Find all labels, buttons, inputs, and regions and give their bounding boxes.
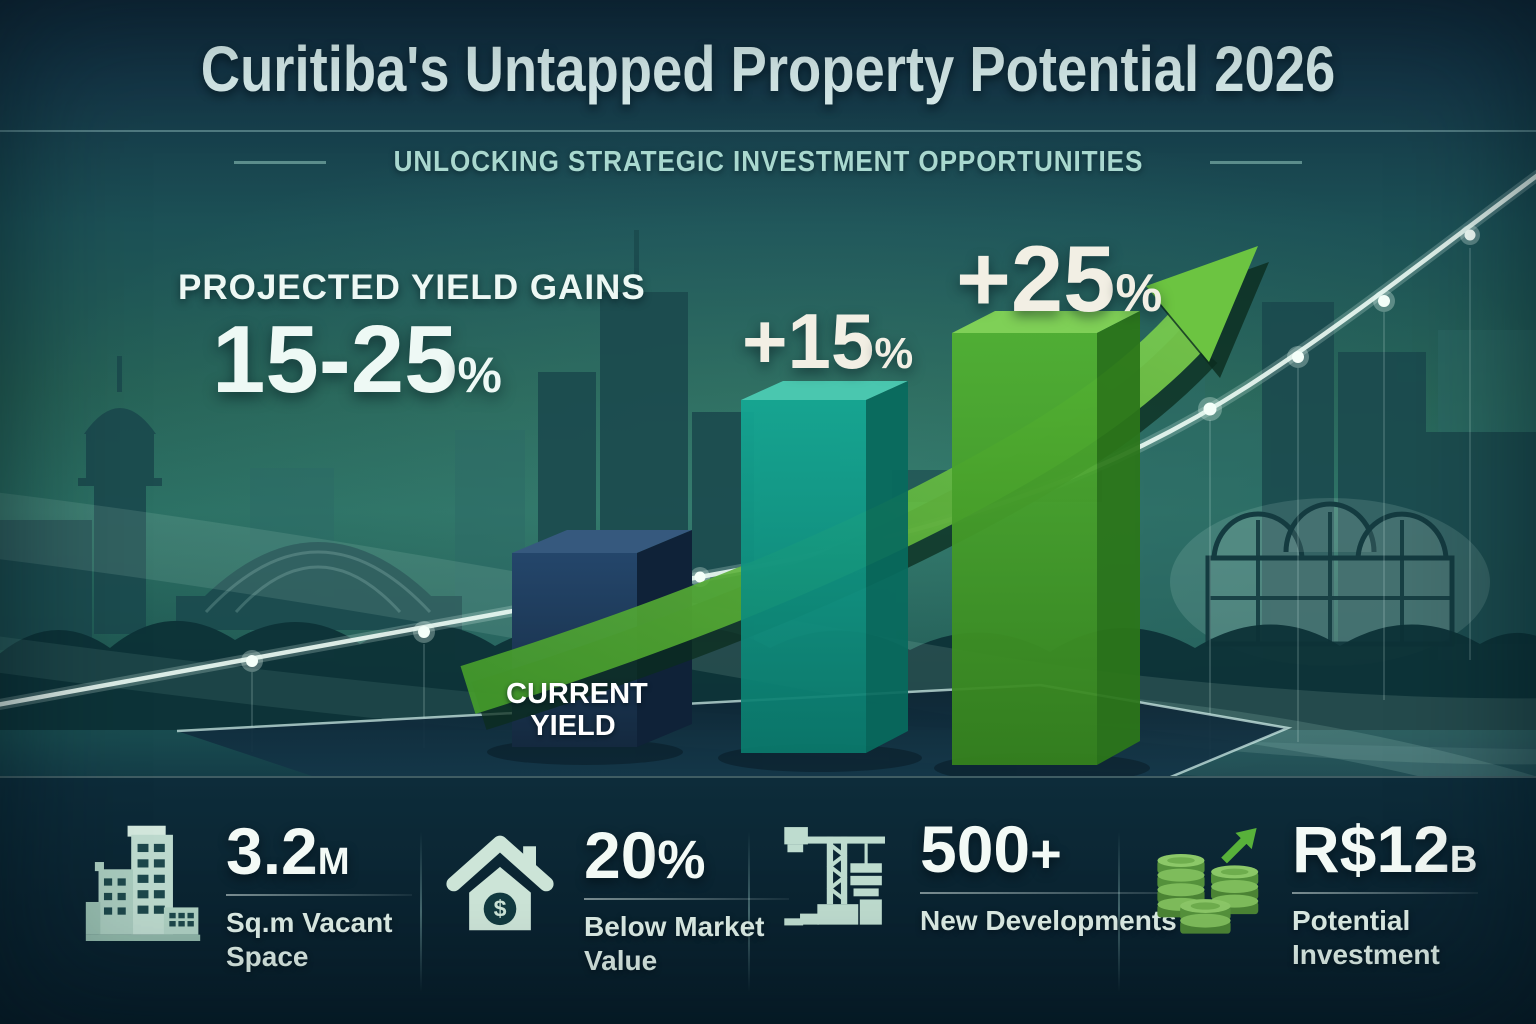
subtitle-dash-right — [1210, 161, 1303, 164]
trend-markers — [241, 225, 1480, 672]
construction-crane-icon — [778, 816, 896, 947]
house-dollar-icon: $ — [440, 822, 560, 951]
growth-arrow-head — [1146, 246, 1269, 378]
stat-suffix: M — [317, 840, 350, 883]
yield-callout: PROJECTED YIELD GAINS 15-25% — [178, 268, 646, 411]
yield-callout-number: 15-25 — [212, 306, 458, 413]
stat-value: 20% — [584, 822, 789, 888]
yield-callout-label: PROJECTED YIELD GAINS — [178, 268, 646, 307]
stat-underline — [584, 898, 789, 900]
stat-number: R$12 — [1292, 812, 1450, 886]
plus25-suffix: % — [1115, 264, 1163, 323]
stat-label: Sq.m Vacant Space — [226, 907, 393, 972]
bar-label-current-yield: CURRENT YIELD — [506, 678, 648, 743]
stat-suffix: + — [1030, 824, 1062, 884]
stat-value: R$12B — [1292, 816, 1478, 882]
stat-label: New Developments — [920, 905, 1177, 936]
stat-value: 500+ — [920, 816, 1202, 882]
stat-divider — [420, 832, 422, 992]
bar-plus-15 — [741, 381, 908, 753]
bar-label-plus-15: +15% — [742, 302, 913, 380]
bar-plus-25 — [952, 311, 1140, 765]
stat-vacant-space: 3.2M Sq.m Vacant Space — [84, 818, 412, 973]
stat-number: 20 — [584, 818, 658, 892]
stat-new-developments: 500+ New Developments — [778, 816, 1202, 947]
stat-text: R$12B Potential Investment — [1292, 816, 1478, 971]
stat-below-market-value: $ 20% Below Market Value — [440, 822, 789, 977]
stat-number: 3.2 — [226, 814, 318, 888]
stat-suffix: % — [657, 830, 706, 890]
stat-value: 3.2M — [226, 818, 412, 884]
coin-stack-icon — [1146, 816, 1268, 949]
stat-underline — [920, 892, 1202, 894]
botanical-greenhouse — [1170, 498, 1490, 666]
svg-text:$: $ — [494, 896, 507, 922]
stat-divider — [1118, 832, 1120, 992]
stat-text: 500+ New Developments — [920, 816, 1202, 938]
stat-suffix: B — [1449, 838, 1478, 881]
bar-label-plus-25: +25% — [956, 232, 1162, 326]
pavilion-glass-lines — [204, 550, 432, 614]
stat-divider — [748, 832, 750, 992]
yield-callout-suffix: % — [457, 347, 502, 403]
stats-band: 3.2M Sq.m Vacant Space $ 20% Below Marke… — [0, 776, 1536, 1024]
title-divider-line — [0, 130, 1536, 132]
subtitle-dash-left — [233, 161, 326, 164]
plus15-number: +15 — [742, 297, 875, 385]
buildings-icon — [84, 818, 202, 951]
subtitle: UNLOCKING STRATEGIC INVESTMENT OPPORTUNI… — [393, 146, 1143, 178]
stat-text: 3.2M Sq.m Vacant Space — [226, 818, 412, 973]
stat-underline — [1292, 892, 1478, 894]
page-title: Curitiba's Untapped Property Potential 2… — [200, 33, 1336, 105]
stat-underline — [226, 894, 412, 896]
plus15-suffix: % — [874, 329, 914, 378]
stat-text: 20% Below Market Value — [584, 822, 789, 977]
marker-drop-lines — [251, 248, 1471, 760]
yield-callout-value: 15-25% — [212, 309, 646, 411]
subtitle-row: UNLOCKING STRATEGIC INVESTMENT OPPORTUNI… — [0, 146, 1536, 179]
stat-potential-investment: R$12B Potential Investment — [1146, 816, 1478, 971]
plus25-number: +25 — [956, 226, 1116, 331]
stat-label: Potential Investment — [1292, 905, 1440, 970]
stat-number: 500 — [920, 812, 1031, 886]
stat-label: Below Market Value — [584, 911, 765, 976]
